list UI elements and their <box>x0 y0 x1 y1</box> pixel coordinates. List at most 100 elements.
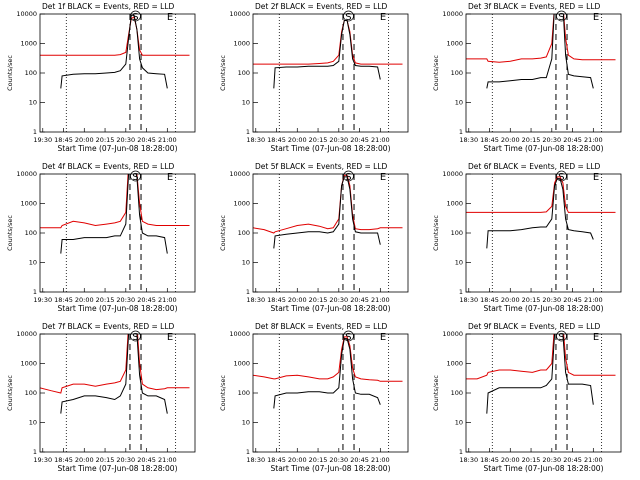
x-tick-label: 20:45 <box>137 136 156 144</box>
plot-frame <box>39 173 196 293</box>
x-tick-label: 18:45 <box>54 136 73 144</box>
panel: Det 8f BLACK = Events, RED = LLD Counts/s… <box>219 322 409 473</box>
y-tick-label: 100 <box>238 389 250 397</box>
y-tick-label: 1000 <box>233 200 250 208</box>
chart-title: Det 2f BLACK = Events, RED = LLD <box>255 2 388 11</box>
annotation: E <box>380 172 386 183</box>
annotation-circle <box>556 10 567 22</box>
y-tick-label: 1 <box>246 448 250 456</box>
x-tick-label: 20:45 <box>137 296 156 304</box>
y-tick-label: 100 <box>451 229 463 237</box>
x-tick-label: 21:00 <box>584 456 603 464</box>
x-axis-label: Start Time (07-Jun-08 18:28:00) <box>484 304 604 313</box>
y-tick-label: 10 <box>242 259 250 267</box>
series-line <box>466 334 616 380</box>
x-tick-label: 21:00 <box>158 136 177 144</box>
x-axis-label: Start Time (07-Jun-08 18:28:00) <box>58 304 178 313</box>
y-tick-label: 1000 <box>446 40 463 48</box>
annotation: S <box>132 12 138 23</box>
x-tick-label: 20:15 <box>96 136 115 144</box>
annotation-circle <box>556 330 567 342</box>
x-tick-label: 20:15 <box>309 296 328 304</box>
x-tick-label: 18:45 <box>267 136 286 144</box>
y-tick-label: 10 <box>455 99 463 107</box>
x-tick-label: 20:00 <box>75 136 94 144</box>
y-tick-label: 10000 <box>16 10 37 18</box>
annotation: E <box>167 332 173 343</box>
x-tick-label: 18:30 <box>459 296 478 304</box>
annotation-circle <box>130 330 141 342</box>
x-tick-label: 20:30 <box>542 296 561 304</box>
y-tick-label: 1 <box>33 288 37 296</box>
x-tick-label: 20:00 <box>75 296 94 304</box>
y-tick-label: 1000 <box>233 360 250 368</box>
panel: Det 9f BLACK = Events, RED = LLD Counts/s… <box>432 322 622 473</box>
y-tick-label: 10 <box>242 419 250 427</box>
panel: Det 3f BLACK = Events, RED = LLD Counts/s… <box>432 2 622 153</box>
annotation-circle <box>130 10 141 22</box>
annotation: S <box>132 332 138 343</box>
annotation-circle <box>343 10 354 22</box>
x-axis-label: Start Time (07-Jun-08 18:28:00) <box>58 144 178 153</box>
x-tick-label: 18:30 <box>459 456 478 464</box>
y-tick-label: 1000 <box>446 360 463 368</box>
annotation-circle <box>556 170 567 182</box>
chart-title: Det 3f BLACK = Events, RED = LLD <box>468 2 601 11</box>
x-tick-label: 20:45 <box>563 456 582 464</box>
series-line <box>273 338 381 409</box>
annotation: E <box>593 332 599 343</box>
plot-frame <box>465 13 622 133</box>
annotation: S <box>132 172 138 183</box>
x-tick-label: 20:30 <box>329 296 348 304</box>
x-tick-label: 20:45 <box>137 456 156 464</box>
x-tick-label: 18:45 <box>480 136 499 144</box>
x-tick-label: 20:45 <box>350 296 369 304</box>
x-tick-label: 18:45 <box>267 456 286 464</box>
chart-title: Det 5f BLACK = Events, RED = LLD <box>255 162 388 171</box>
chart-title: Det 4f BLACK = Events, RED = LLD <box>42 162 175 171</box>
x-tick-label: 18:45 <box>267 296 286 304</box>
x-tick-label: 18:30 <box>459 136 478 144</box>
x-axis-label: Start Time (07-Jun-08 18:28:00) <box>484 144 604 153</box>
x-axis-label: Start Time (07-Jun-08 18:28:00) <box>484 464 604 473</box>
series-line <box>486 178 594 249</box>
series-line <box>60 14 168 89</box>
y-tick-label: 1000 <box>20 40 37 48</box>
x-tick-label: 21:00 <box>584 136 603 144</box>
plot-frame <box>252 173 409 293</box>
x-tick-label: 20:30 <box>329 456 348 464</box>
chart-title: Det 6f BLACK = Events, RED = LLD <box>468 162 601 171</box>
x-tick-label: 20:00 <box>288 296 307 304</box>
x-tick-label: 20:15 <box>522 456 541 464</box>
annotation: E <box>593 172 599 183</box>
y-tick-label: 10000 <box>442 10 463 18</box>
chart-title: Det 9f BLACK = Events, RED = LLD <box>468 322 601 331</box>
annotation: S <box>558 332 564 343</box>
x-tick-label: 20:45 <box>563 136 582 144</box>
series-line <box>466 14 616 63</box>
series-line <box>253 336 403 382</box>
x-tick-label: 20:15 <box>309 456 328 464</box>
x-tick-label: 20:00 <box>288 136 307 144</box>
y-tick-label: 10 <box>455 259 463 267</box>
x-tick-label: 20:00 <box>75 456 94 464</box>
y-tick-label: 10 <box>455 419 463 427</box>
x-tick-label: 21:00 <box>584 296 603 304</box>
y-tick-label: 10 <box>29 259 37 267</box>
x-tick-label: 18:30 <box>246 296 265 304</box>
x-tick-label: 20:45 <box>350 136 369 144</box>
y-tick-label: 1 <box>33 448 37 456</box>
x-tick-label: 20:30 <box>329 136 348 144</box>
y-tick-label: 1 <box>246 128 250 136</box>
y-tick-label: 100 <box>451 69 463 77</box>
x-tick-label: 18:45 <box>480 296 499 304</box>
annotation-circle <box>343 170 354 182</box>
annotation: E <box>380 332 386 343</box>
y-axis-label: Counts/sec <box>432 55 440 91</box>
x-tick-label: 20:15 <box>522 296 541 304</box>
y-tick-label: 1 <box>459 448 463 456</box>
y-tick-label: 10000 <box>229 170 250 178</box>
series-line <box>273 20 381 89</box>
panel: Det 2f BLACK = Events, RED = LLD Counts/s… <box>219 2 409 153</box>
